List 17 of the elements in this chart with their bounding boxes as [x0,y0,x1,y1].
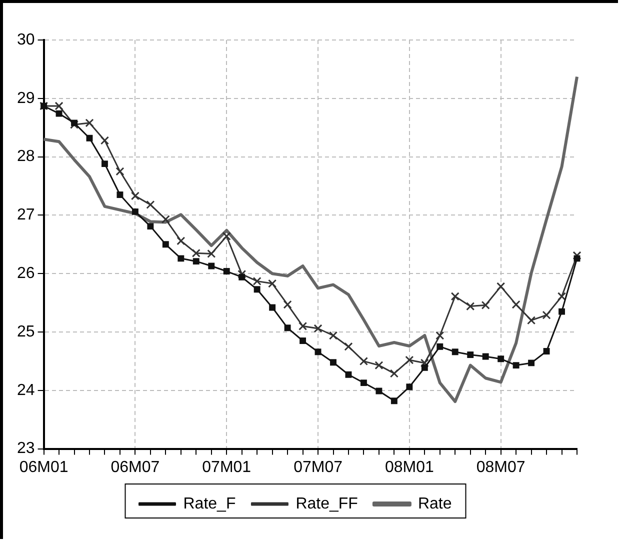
legend-label: Rate [418,495,452,512]
x-tick-label: 06M01 [19,458,68,476]
legend-label: Rate_F [183,495,236,512]
x-tick-label: 08M07 [476,458,526,476]
y-tick-label: 25 [17,323,35,340]
y-tick-label: 23 [17,440,35,458]
x-tick-label: 06M07 [110,458,160,476]
legend-label: Rate_FF [296,495,358,512]
x-tick-label: 07M01 [202,458,252,476]
y-tick-label: 29 [17,90,35,107]
y-tick-label: 28 [17,148,35,166]
x-tick-label: 08M01 [384,458,434,476]
x-tick-label: 07M07 [294,458,343,476]
y-tick-label: 30 [17,31,35,48]
y-tick-label: 24 [17,382,35,399]
y-tick-label: 27 [17,206,35,224]
y-tick-label: 26 [17,265,35,282]
